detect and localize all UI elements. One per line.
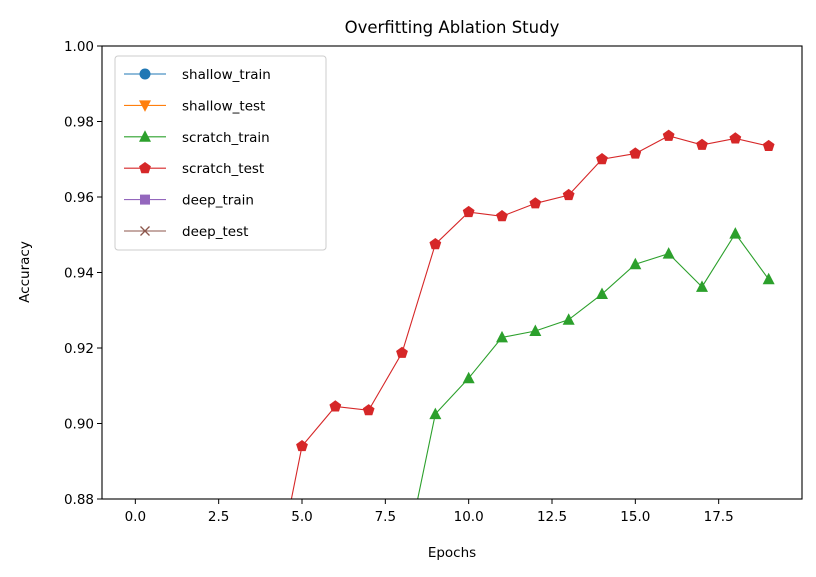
y-tick-label: 0.96 bbox=[64, 190, 94, 206]
legend-item-scratch_train: scratch_train bbox=[124, 130, 270, 146]
legend-item-scratch_test: scratch_test bbox=[124, 161, 264, 177]
data-point-scratch_train bbox=[462, 371, 475, 384]
data-point-scratch_train bbox=[562, 313, 575, 325]
data-point-scratch_train bbox=[696, 280, 708, 292]
data-point-scratch_test bbox=[396, 346, 408, 358]
x-tick-label: 2.5 bbox=[208, 509, 229, 525]
legend-label: deep_test bbox=[182, 224, 248, 240]
x-tick-label: 12.5 bbox=[537, 509, 567, 525]
legend-marker-scratch_train bbox=[139, 130, 151, 142]
data-point-scratch_test bbox=[462, 205, 475, 218]
legend-item-shallow_test: shallow_test bbox=[124, 98, 265, 114]
data-point-scratch_test bbox=[496, 210, 508, 222]
data-point-scratch_train bbox=[496, 330, 508, 343]
data-point-scratch_test bbox=[696, 138, 708, 150]
y-axis: 0.88 0.90 0.92 0.94 0.96 0.98 1.00 bbox=[64, 39, 102, 508]
y-axis-label: Accuracy bbox=[17, 241, 33, 303]
data-point-scratch_test bbox=[762, 139, 775, 152]
data-point-scratch_train bbox=[596, 287, 608, 300]
y-tick-label: 1.00 bbox=[64, 39, 94, 55]
y-tick-label: 0.98 bbox=[64, 115, 94, 131]
data-point-scratch_train bbox=[429, 407, 442, 420]
data-point-scratch_train bbox=[729, 227, 742, 239]
series-line-scratch_test bbox=[290, 135, 769, 499]
legend-marker-deep_train bbox=[140, 194, 150, 205]
data-point-scratch_test bbox=[296, 439, 308, 452]
x-tick-label: 5.0 bbox=[291, 509, 312, 525]
data-point-scratch_test bbox=[362, 404, 375, 416]
legend-item-deep_test: deep_test bbox=[124, 224, 248, 240]
legend-item-deep_train: deep_train bbox=[124, 193, 254, 209]
legend-marker-shallow_test bbox=[139, 100, 151, 112]
legend: shallow_train shallow_test scratch_trainsc… bbox=[114, 55, 327, 251]
x-tick-label: 7.5 bbox=[375, 509, 396, 525]
data-point-scratch_test bbox=[329, 400, 342, 412]
series-layer bbox=[290, 129, 775, 499]
x-axis-label: Epochs bbox=[428, 545, 476, 561]
legend-label: shallow_test bbox=[182, 98, 265, 114]
series-scratch_train bbox=[417, 227, 775, 499]
y-tick-label: 0.88 bbox=[64, 492, 94, 508]
data-point-scratch_test bbox=[596, 153, 608, 165]
y-tick-label: 0.90 bbox=[64, 417, 94, 433]
series-scratch_test bbox=[290, 129, 775, 499]
legend-marker-scratch_test bbox=[139, 162, 151, 174]
legend-marker-shallow_train bbox=[139, 68, 151, 80]
chart-title: Overfitting Ablation Study bbox=[345, 18, 560, 37]
x-tick-label: 17.5 bbox=[704, 509, 734, 525]
legend-marker-deep_test bbox=[140, 226, 150, 236]
legend-label: deep_train bbox=[182, 193, 254, 209]
legend-label: scratch_test bbox=[182, 161, 264, 177]
series-line-scratch_train bbox=[417, 232, 770, 499]
y-tick-label: 0.92 bbox=[64, 341, 94, 357]
data-point-scratch_test bbox=[562, 188, 575, 201]
data-point-scratch_train bbox=[529, 324, 542, 337]
data-point-scratch_test bbox=[662, 129, 675, 141]
data-point-scratch_train bbox=[662, 247, 675, 259]
data-point-scratch_test bbox=[629, 147, 642, 159]
legend-box bbox=[114, 55, 327, 251]
x-tick-label: 0.0 bbox=[125, 509, 146, 525]
x-tick-label: 15.0 bbox=[620, 509, 650, 525]
legend-label: shallow_train bbox=[182, 67, 271, 83]
legend-item-shallow_train: shallow_train bbox=[124, 67, 271, 83]
data-point-scratch_train bbox=[629, 257, 642, 270]
data-point-scratch_test bbox=[429, 237, 442, 250]
data-point-scratch_train bbox=[762, 272, 775, 285]
x-tick-label: 10.0 bbox=[454, 509, 484, 525]
data-point-scratch_test bbox=[729, 132, 742, 144]
y-tick-label: 0.94 bbox=[64, 266, 94, 282]
legend-label: scratch_train bbox=[182, 130, 270, 146]
data-point-scratch_test bbox=[529, 197, 542, 209]
x-axis: 0.0 2.5 5.0 7.5 10.0 12.5 15.0 17.5 bbox=[125, 499, 734, 525]
